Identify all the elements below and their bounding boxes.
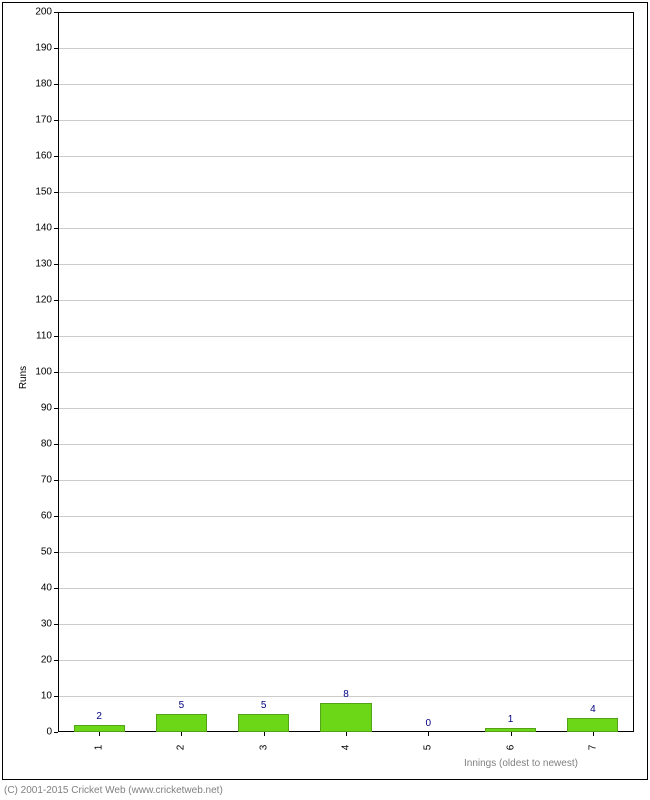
bar [320, 703, 371, 732]
x-tick-mark [346, 732, 347, 736]
top-axis-line [58, 12, 634, 13]
bar [74, 725, 125, 732]
x-tick-mark [428, 732, 429, 736]
gridline [58, 444, 634, 445]
x-tick-label: 5 [423, 745, 434, 751]
x-tick-mark [511, 732, 512, 736]
y-tick-label: 110 [36, 331, 52, 342]
gridline [58, 480, 634, 481]
gridline [58, 48, 634, 49]
x-tick-mark [181, 732, 182, 736]
y-tick-label: 170 [35, 115, 52, 126]
bar-value-label: 4 [590, 704, 596, 715]
bar [567, 718, 618, 732]
gridline [58, 408, 634, 409]
y-axis-line [58, 12, 59, 732]
gridline [58, 156, 634, 157]
y-tick-label: 190 [35, 43, 52, 54]
x-tick-label: 7 [587, 745, 598, 751]
y-tick-label: 200 [35, 7, 52, 18]
right-axis-line [633, 12, 634, 732]
y-tick-label: 0 [46, 727, 52, 738]
gridline [58, 336, 634, 337]
y-tick-label: 70 [41, 475, 52, 486]
y-tick-label: 20 [41, 655, 52, 666]
bar-value-label: 1 [508, 714, 514, 725]
copyright-text: (C) 2001-2015 Cricket Web (www.cricketwe… [4, 785, 223, 796]
gridline [58, 552, 634, 553]
y-axis-title: Runs [18, 366, 29, 389]
gridline [58, 120, 634, 121]
gridline [58, 624, 634, 625]
y-tick-mark [54, 732, 58, 733]
bar-value-label: 8 [343, 689, 349, 700]
y-tick-label: 100 [35, 367, 52, 378]
y-tick-label: 50 [41, 547, 52, 558]
bar [238, 714, 289, 732]
y-tick-label: 30 [41, 619, 52, 630]
gridline [58, 516, 634, 517]
bar-value-label: 0 [426, 718, 432, 729]
x-tick-label: 3 [258, 745, 269, 751]
bar-value-label: 5 [261, 700, 267, 711]
gridline [58, 300, 634, 301]
bar-value-label: 2 [96, 711, 102, 722]
y-tick-label: 80 [41, 439, 52, 450]
chart-container: 0102030405060708090100110120130140150160… [0, 0, 650, 800]
x-tick-label: 4 [341, 745, 352, 751]
y-tick-label: 140 [35, 223, 52, 234]
y-tick-label: 160 [35, 151, 52, 162]
y-tick-label: 60 [41, 511, 52, 522]
plot-area: 0102030405060708090100110120130140150160… [58, 12, 634, 732]
y-tick-label: 120 [35, 295, 52, 306]
bar [156, 714, 207, 732]
gridline [58, 228, 634, 229]
gridline [58, 192, 634, 193]
y-tick-label: 10 [41, 691, 52, 702]
gridline [58, 84, 634, 85]
x-tick-label: 1 [94, 745, 105, 751]
y-tick-label: 130 [35, 259, 52, 270]
x-axis-title: Innings (oldest to newest) [464, 758, 578, 769]
x-tick-mark [99, 732, 100, 736]
x-tick-mark [264, 732, 265, 736]
y-tick-label: 150 [35, 187, 52, 198]
gridline [58, 264, 634, 265]
gridline [58, 660, 634, 661]
y-tick-label: 40 [41, 583, 52, 594]
bar-value-label: 5 [179, 700, 185, 711]
y-tick-label: 90 [41, 403, 52, 414]
gridline [58, 372, 634, 373]
x-tick-label: 2 [176, 745, 187, 751]
gridline [58, 588, 634, 589]
x-tick-label: 6 [505, 745, 516, 751]
x-tick-mark [593, 732, 594, 736]
y-tick-label: 180 [35, 79, 52, 90]
